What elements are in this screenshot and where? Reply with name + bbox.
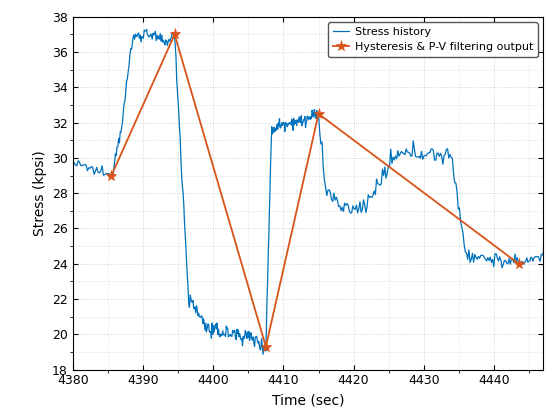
Stress history (195, 311, 202, 316)
Hysteresis & P-V filtering output (171, 32, 178, 37)
Stress history (412, 154, 419, 159)
Line: Hysteresis & P-V filtering output: Hysteresis & P-V filtering output (106, 29, 524, 352)
X-axis label: Time (sec): Time (sec) (272, 393, 344, 407)
Stress history (143, 27, 150, 32)
Hysteresis & P-V filtering output (515, 261, 522, 266)
Y-axis label: Stress (kpsi): Stress (kpsi) (32, 150, 46, 236)
Hysteresis & P-V filtering output (108, 173, 115, 178)
Stress history (475, 254, 482, 259)
Stress history (134, 32, 141, 37)
Line: Stress history: Stress history (73, 29, 543, 354)
Hysteresis & P-V filtering output (315, 111, 322, 116)
Stress history (540, 250, 547, 255)
Stress history (69, 161, 76, 166)
Stress history (260, 352, 267, 357)
Stress history (88, 164, 95, 169)
Stress history (421, 154, 427, 159)
Legend: Stress history, Hysteresis & P-V filtering output: Stress history, Hysteresis & P-V filteri… (328, 22, 538, 57)
Hysteresis & P-V filtering output (263, 344, 269, 349)
